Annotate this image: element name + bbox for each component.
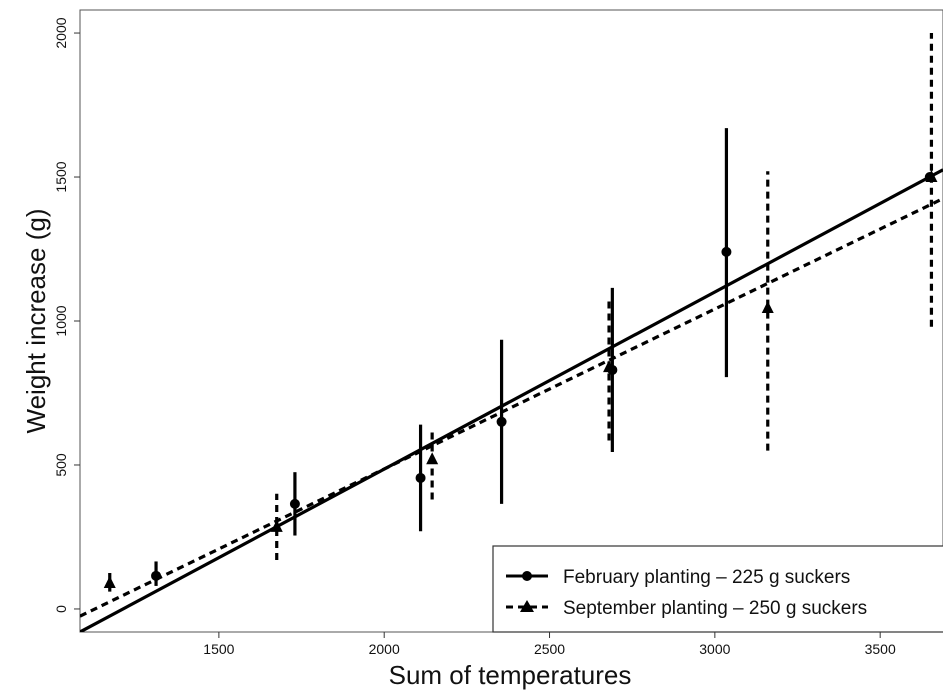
y-tick-label-0: 0 bbox=[53, 605, 69, 613]
y-tick-label-1000: 1000 bbox=[53, 305, 69, 336]
fit-line-series-1 bbox=[80, 197, 943, 618]
y-tick-label-1500: 1500 bbox=[53, 161, 69, 192]
point-series-1-0 bbox=[103, 576, 116, 589]
error-bars bbox=[108, 33, 934, 592]
x-tick-label-2500: 2500 bbox=[534, 641, 565, 657]
legend-box bbox=[492, 545, 943, 633]
point-series-1-1 bbox=[270, 519, 283, 532]
legend-marker-triangle bbox=[520, 600, 534, 612]
fit-line-series-0 bbox=[80, 168, 943, 632]
plot-frame bbox=[79, 9, 943, 633]
data-markers bbox=[103, 170, 938, 589]
legend-label-september: September planting – 250 g suckers bbox=[563, 598, 867, 619]
point-series-0-3 bbox=[496, 416, 507, 427]
point-series-0-5 bbox=[721, 246, 732, 257]
x-tick-label-2000: 2000 bbox=[369, 641, 400, 657]
y-tick-label-500: 500 bbox=[53, 453, 69, 477]
point-series-0-0 bbox=[151, 570, 162, 581]
point-series-1-5 bbox=[925, 170, 938, 183]
y-tick-label-2000: 2000 bbox=[53, 17, 69, 48]
fit-lines bbox=[80, 168, 943, 632]
legend-marker-circle bbox=[522, 571, 532, 581]
x-tick-label-1500: 1500 bbox=[203, 641, 234, 657]
point-series-1-2 bbox=[426, 452, 439, 465]
x-tick-label-3000: 3000 bbox=[699, 641, 730, 657]
point-series-1-4 bbox=[761, 301, 774, 314]
point-series-0-1 bbox=[289, 498, 300, 509]
y-axis: 0 500 1000 1500 2000 bbox=[53, 17, 80, 613]
point-series-1-3 bbox=[603, 360, 616, 373]
x-axis: 1500 2000 2500 3000 3500 bbox=[203, 632, 896, 657]
legend-label-february: February planting – 225 g suckers bbox=[563, 567, 850, 588]
y-axis-title: Weight increase (g) bbox=[21, 209, 51, 434]
x-axis-title: Sum of temperatures bbox=[389, 660, 632, 690]
point-series-0-2 bbox=[415, 472, 426, 483]
x-tick-label-3500: 3500 bbox=[865, 641, 896, 657]
legend: February planting – 225 g suckers Septem… bbox=[492, 545, 943, 633]
